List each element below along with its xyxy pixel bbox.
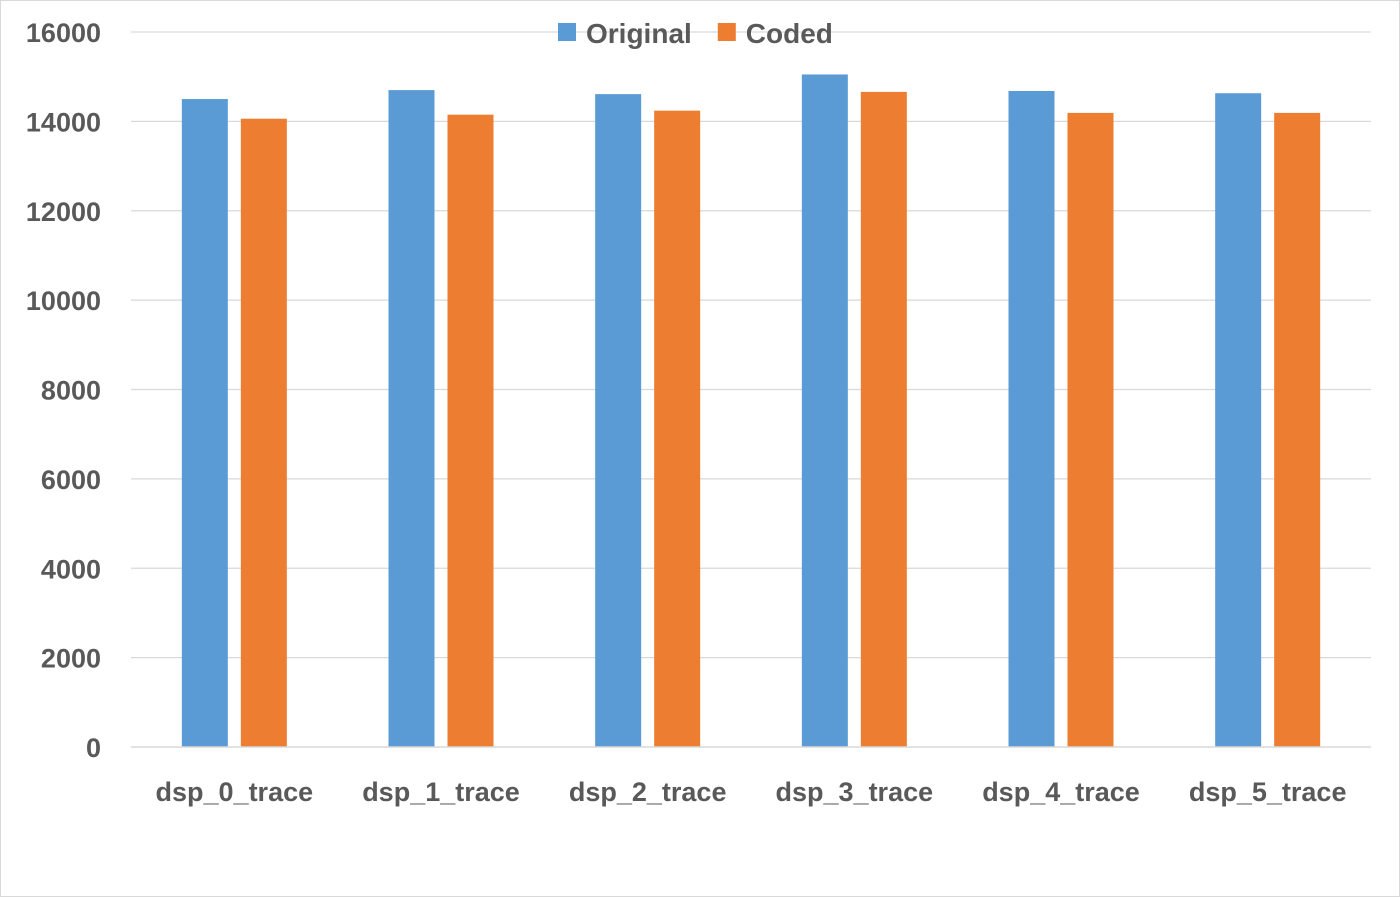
- bar-original-dsp_0_trace: [181, 99, 228, 747]
- legend: Original Coded: [558, 18, 833, 49]
- legend-swatch-coded: [717, 23, 736, 41]
- x-tick-label: dsp_0_trace: [156, 777, 314, 807]
- bar-coded-dsp_2_trace: [654, 110, 701, 747]
- bar-original-dsp_2_trace: [595, 94, 642, 748]
- bar-original-dsp_5_trace: [1215, 93, 1262, 748]
- x-tick-label: dsp_4_trace: [982, 777, 1140, 807]
- bar-coded-dsp_5_trace: [1274, 112, 1321, 747]
- y-tick-label: 10000: [26, 286, 101, 316]
- y-tick-label: 12000: [26, 197, 101, 227]
- bars: [181, 74, 1321, 748]
- y-tick-label: 8000: [41, 376, 101, 406]
- y-tick-label: 2000: [41, 644, 101, 674]
- y-tick-label: 16000: [26, 18, 101, 48]
- legend-label-original: Original: [586, 18, 692, 49]
- y-tick-label: 6000: [41, 465, 101, 495]
- bar-coded-dsp_3_trace: [860, 91, 907, 748]
- legend-label-coded: Coded: [746, 18, 833, 49]
- gridlines: [131, 31, 1371, 659]
- legend-swatch-original: [558, 23, 576, 41]
- bar-coded-dsp_0_trace: [240, 118, 287, 748]
- x-tick-label: dsp_1_trace: [362, 777, 520, 807]
- x-tick-label: dsp_2_trace: [569, 777, 727, 807]
- y-tick-label: 0: [86, 733, 101, 763]
- y-tick-label: 14000: [26, 107, 101, 137]
- bar-original-dsp_1_trace: [388, 90, 435, 747]
- bar-coded-dsp_4_trace: [1067, 112, 1114, 747]
- y-tick-label: 4000: [41, 554, 101, 584]
- bar-original-dsp_4_trace: [1008, 90, 1055, 748]
- x-tick-label: dsp_5_trace: [1189, 777, 1347, 807]
- bar-original-dsp_3_trace: [801, 74, 848, 747]
- bar-coded-dsp_1_trace: [447, 114, 494, 747]
- axes: 0 2000 4000 6000 8000 10000 12000 14000 16000 dsp…: [26, 18, 1371, 807]
- x-tick-label: dsp_3_trace: [776, 777, 934, 807]
